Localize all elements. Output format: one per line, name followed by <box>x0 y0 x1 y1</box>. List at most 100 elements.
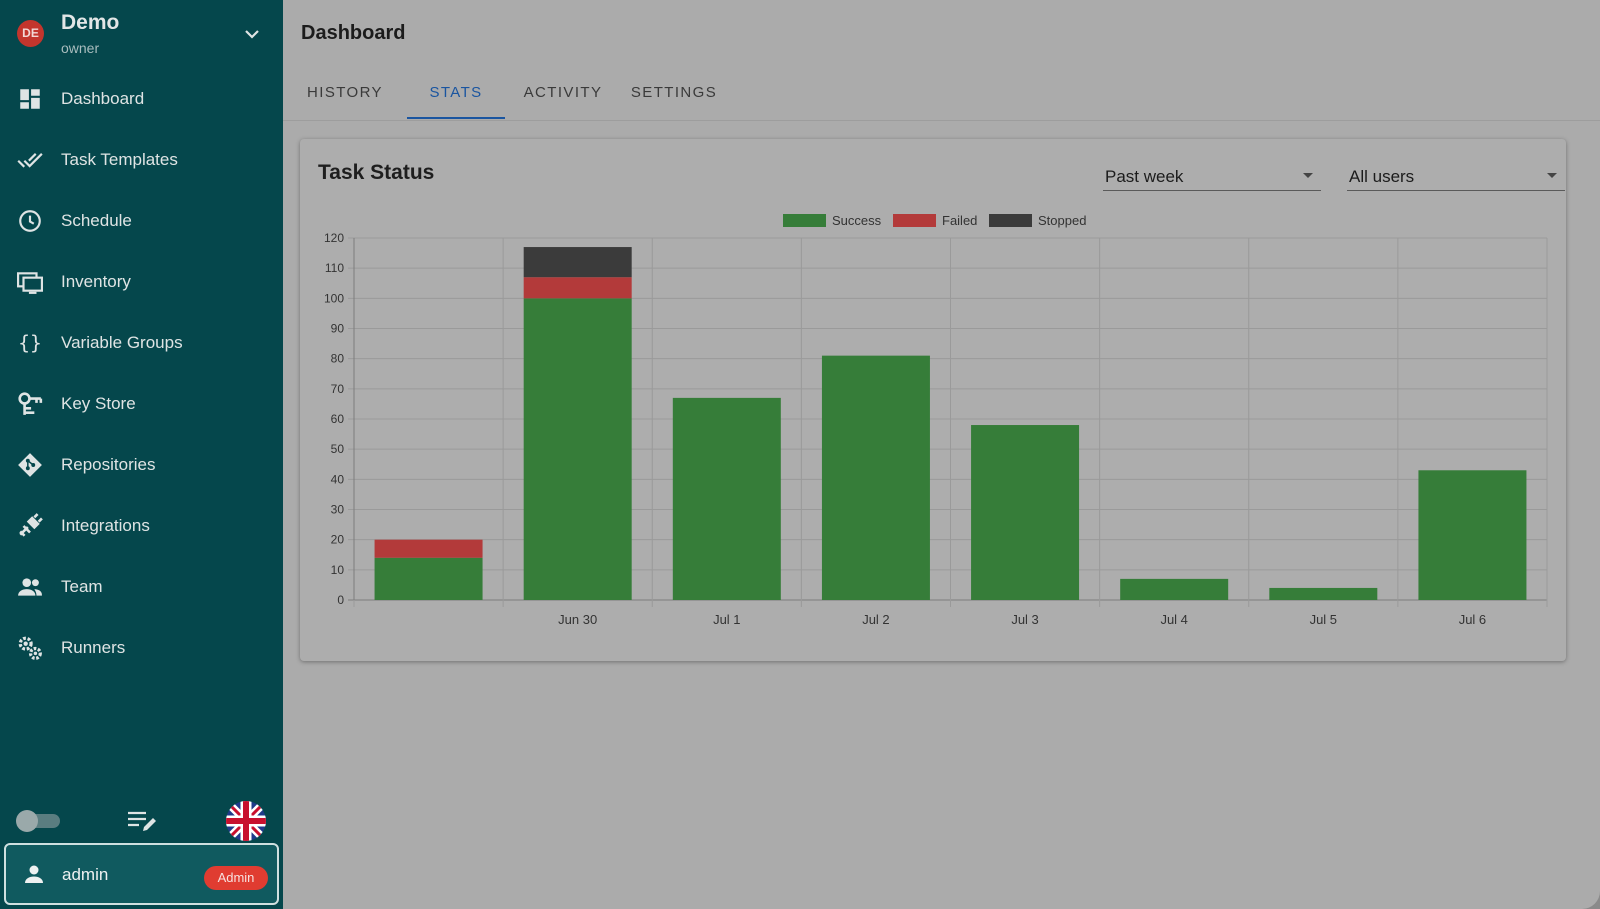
legend-swatch <box>783 214 826 227</box>
dashboard-icon <box>20 89 40 109</box>
tab-history[interactable]: HISTORY <box>307 84 383 101</box>
user-select[interactable]: All users <box>1347 161 1565 191</box>
legend-swatch <box>893 214 936 227</box>
bar-failed <box>523 277 632 299</box>
x-tick-label: Jul 2 <box>862 612 889 627</box>
bar-failed <box>374 539 483 558</box>
braces-icon: {} <box>18 332 41 355</box>
bar-success <box>821 355 930 600</box>
bar-success <box>1120 578 1229 600</box>
period-select[interactable]: Past week <box>1103 161 1321 191</box>
sidebar-item-task-templates[interactable]: Task Templates <box>0 134 283 186</box>
sidebar: DE Demo owner Dashboard Task Templates S… <box>0 0 283 909</box>
sidebar-item-label: Repositories <box>61 455 156 474</box>
y-tick-label: 40 <box>331 472 345 486</box>
resize-corner <box>1582 891 1600 909</box>
y-tick-label: 100 <box>324 291 344 305</box>
user-name: admin <box>62 865 109 884</box>
caret-down-icon <box>1303 173 1313 178</box>
sidebar-item-team[interactable]: Team <box>0 561 283 613</box>
user-menu[interactable]: admin Admin <box>4 843 279 905</box>
x-tick-label: Jul 1 <box>713 612 740 627</box>
legend-swatch <box>989 214 1032 227</box>
project-name: Demo <box>61 11 120 34</box>
sidebar-item-label: Key Store <box>61 394 136 413</box>
y-tick-label: 120 <box>324 231 344 245</box>
legend-label: Stopped <box>1038 213 1086 228</box>
sidebar-item-key-store[interactable]: Key Store <box>0 378 283 430</box>
tab-activity[interactable]: ACTIVITY <box>523 84 603 101</box>
sidebar-item-label: Schedule <box>61 211 132 230</box>
user-select-value: All users <box>1349 167 1415 186</box>
sidebar-item-label: Integrations <box>61 516 150 535</box>
sidebar-footer-tools <box>0 800 283 841</box>
sidebar-item-label: Runners <box>61 638 126 657</box>
x-tick-label: Jul 6 <box>1459 612 1486 627</box>
caret-down-icon <box>1547 173 1557 178</box>
theme-toggle[interactable] <box>16 810 62 832</box>
main-content: Dashboard HISTORY STATS ACTIVITY SETTING… <box>283 0 1600 909</box>
y-tick-label: 70 <box>331 382 345 396</box>
sidebar-item-label: Dashboard <box>61 89 145 108</box>
monitor-icon <box>17 272 43 294</box>
notes-edit-icon[interactable] <box>127 808 157 834</box>
sidebar-item-label: Variable Groups <box>61 333 183 352</box>
role-badge: Admin <box>204 866 268 890</box>
tab-settings[interactable]: SETTINGS <box>630 84 718 101</box>
clock-icon <box>19 210 41 232</box>
y-tick-label: 110 <box>325 261 344 275</box>
bar-success <box>1269 587 1378 600</box>
x-tick-label: Jul 3 <box>1011 612 1038 627</box>
page-title: Dashboard <box>301 22 406 44</box>
y-tick-label: 20 <box>331 533 345 547</box>
person-icon <box>25 865 43 883</box>
bar-stopped <box>523 247 632 278</box>
git-icon <box>18 453 42 477</box>
toggle-knob <box>16 810 38 832</box>
sidebar-item-dashboard[interactable]: Dashboard <box>0 73 283 125</box>
tab-stats[interactable]: STATS <box>429 84 483 101</box>
bar-success <box>971 425 1080 600</box>
sidebar-item-runners[interactable]: Runners <box>0 622 283 674</box>
project-avatar: DE <box>17 20 44 47</box>
double-check-icon <box>17 153 43 168</box>
team-icon <box>18 578 42 596</box>
active-tab-indicator <box>407 117 505 119</box>
sidebar-item-integrations[interactable]: Integrations <box>0 500 283 552</box>
y-tick-label: 80 <box>331 352 345 366</box>
project-switcher[interactable]: DE Demo owner <box>0 0 283 64</box>
bar-success <box>672 397 781 600</box>
gears-icon <box>18 636 42 660</box>
tab-bar: HISTORY STATS ACTIVITY SETTINGS <box>283 70 1600 121</box>
x-tick-label: Jul 4 <box>1160 612 1187 627</box>
x-tick-label: Jun 30 <box>558 612 597 627</box>
bar-success <box>374 557 483 600</box>
bar-success <box>1418 470 1527 600</box>
sidebar-item-label: Team <box>61 577 103 596</box>
uk-flag-icon[interactable] <box>226 801 266 841</box>
y-tick-label: 30 <box>331 503 345 517</box>
task-status-chart: 0 10 20 30 40 50 60 70 80 90 100 110 120 Jun 30 Jul 1 J… <box>324 213 1548 627</box>
card-title: Task Status <box>318 161 435 184</box>
sidebar-item-schedule[interactable]: Schedule <box>0 195 283 247</box>
sidebar-item-repositories[interactable]: Repositories <box>0 439 283 491</box>
x-tick-label: Jul 5 <box>1310 612 1337 627</box>
period-select-value: Past week <box>1105 167 1184 186</box>
task-status-card: Task Status Past week All users 0 10 20 30 4… <box>300 139 1566 661</box>
y-tick-label: 0 <box>337 593 344 607</box>
project-role: owner <box>61 40 100 56</box>
legend-label: Failed <box>942 213 977 228</box>
y-tick-label: 60 <box>331 412 345 426</box>
chevron-down-icon[interactable] <box>242 24 262 44</box>
sidebar-item-variable-groups[interactable]: {} Variable Groups <box>0 317 283 369</box>
plug-icon <box>19 513 43 537</box>
y-tick-label: 90 <box>331 322 345 336</box>
svg-text:{}: {} <box>18 332 41 355</box>
sidebar-item-inventory[interactable]: Inventory <box>0 256 283 308</box>
sidebar-item-label: Task Templates <box>61 150 178 169</box>
legend-label: Success <box>832 213 882 228</box>
y-tick-label: 50 <box>331 442 345 456</box>
key-icon <box>18 392 43 415</box>
bar-success <box>523 298 632 600</box>
sidebar-item-label: Inventory <box>61 272 131 291</box>
